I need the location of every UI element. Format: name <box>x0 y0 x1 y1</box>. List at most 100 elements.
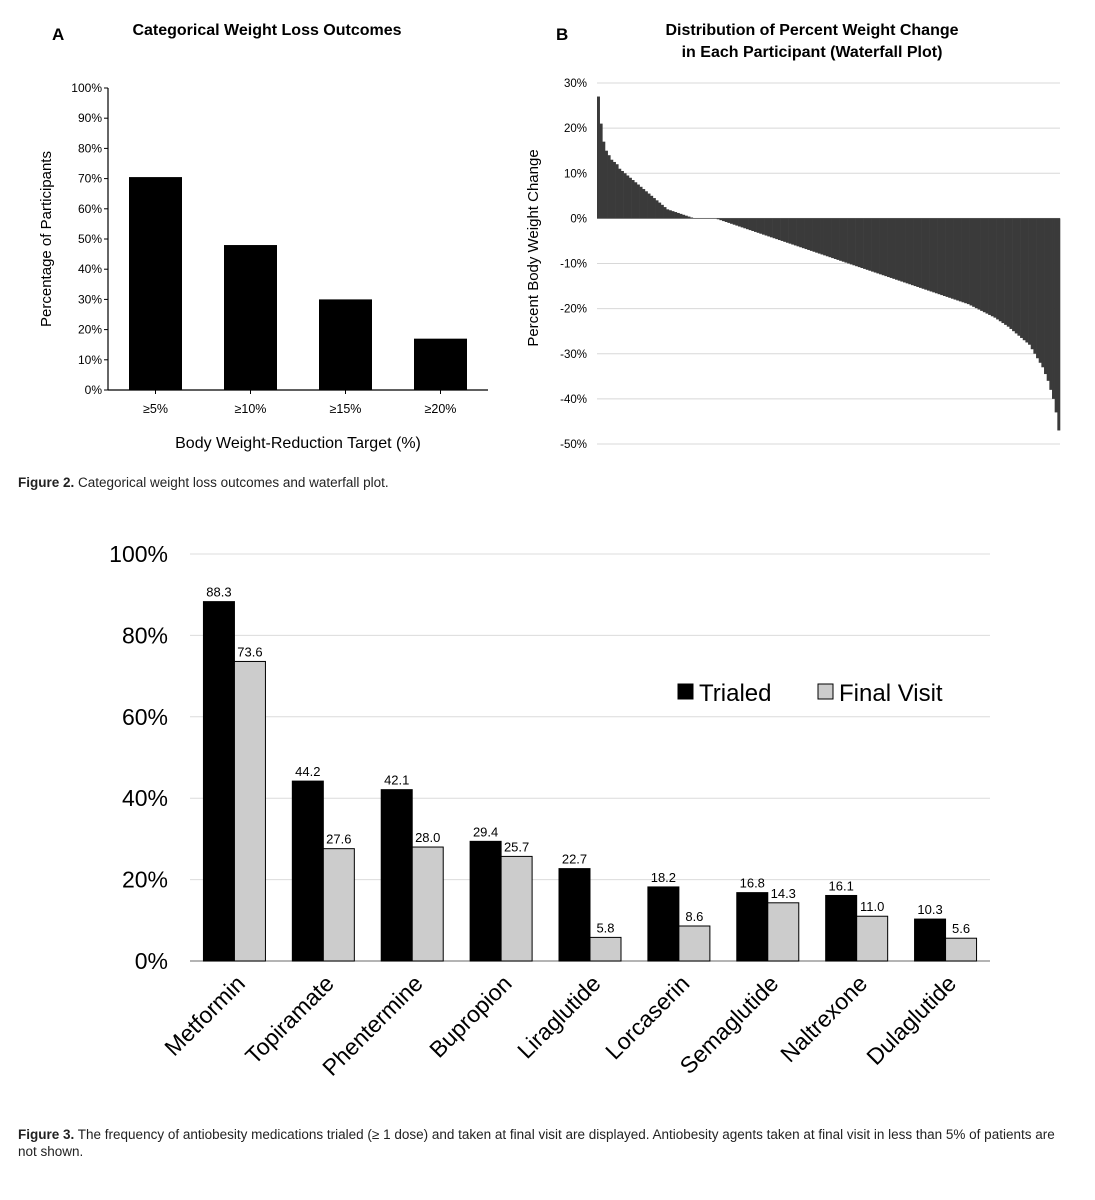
bar <box>833 218 837 259</box>
bar <box>753 218 757 232</box>
bar <box>620 170 624 219</box>
data-label: 8.6 <box>685 909 703 924</box>
bar <box>958 218 962 302</box>
bar <box>873 218 877 273</box>
bar <box>623 173 627 219</box>
data-label: 5.8 <box>596 920 614 935</box>
bar <box>966 218 970 305</box>
bar <box>599 123 603 219</box>
bar-final-visit <box>856 915 889 962</box>
bar <box>903 218 906 283</box>
data-label: 25.7 <box>504 839 529 854</box>
legend-swatch <box>677 683 694 700</box>
bar <box>735 218 739 226</box>
bar <box>791 218 795 245</box>
chart-title-line-2: in Each Participant (Waterfall Plot) <box>682 44 943 61</box>
bar <box>863 218 867 269</box>
bar <box>945 218 949 297</box>
data-label: 28.0 <box>415 830 440 845</box>
bar <box>820 218 824 255</box>
bar <box>658 202 662 219</box>
bar <box>972 218 976 307</box>
bar <box>852 218 856 266</box>
y-tick-label: 20% <box>564 123 587 135</box>
bar <box>1054 218 1058 413</box>
bar <box>1009 218 1013 329</box>
bar <box>942 218 946 296</box>
bar <box>823 218 827 256</box>
bar-final-visit <box>945 937 978 962</box>
bar <box>1033 218 1037 354</box>
bar <box>716 218 720 220</box>
bar <box>879 218 883 275</box>
bar-final-visit <box>678 925 711 962</box>
y-tick-label: -40% <box>560 394 587 406</box>
y-tick-label: 20% <box>122 867 168 893</box>
bar-trialed <box>291 780 324 962</box>
bar <box>636 184 640 219</box>
bar <box>639 186 643 219</box>
bar <box>982 218 986 313</box>
bar <box>977 218 981 310</box>
bar <box>1020 218 1024 338</box>
bar <box>319 299 372 390</box>
x-tick-label: Bupropion <box>424 970 517 1063</box>
bar <box>668 210 672 219</box>
bar <box>950 218 954 299</box>
bar-trialed <box>202 601 235 962</box>
bar <box>988 218 992 315</box>
bar <box>868 218 872 271</box>
bar <box>1001 218 1005 324</box>
x-tick-label: Lorcaserin <box>600 970 694 1064</box>
bar <box>1004 218 1008 325</box>
bar <box>815 218 819 253</box>
bar <box>626 175 630 219</box>
bar <box>767 218 771 237</box>
bar <box>980 218 984 311</box>
bar <box>841 218 845 262</box>
bar <box>825 218 829 257</box>
y-tick-label: -10% <box>560 259 587 271</box>
bar <box>929 218 933 292</box>
y-tick-label: 90% <box>78 111 102 125</box>
bar <box>953 218 957 300</box>
bar <box>650 195 654 219</box>
y-tick-label: 80% <box>78 141 102 155</box>
bar <box>974 218 978 309</box>
bar <box>679 213 683 219</box>
bar <box>985 218 989 314</box>
bar <box>844 218 848 263</box>
bar <box>924 218 928 290</box>
bar <box>839 218 843 261</box>
bar <box>1030 218 1034 350</box>
bar <box>857 218 861 268</box>
bar <box>918 218 922 288</box>
bar-trialed <box>469 840 502 962</box>
y-tick-label: -50% <box>560 439 587 451</box>
bar <box>913 218 917 287</box>
bar <box>615 164 619 219</box>
y-axis-label: Percent Body Weight Change <box>525 149 542 346</box>
bar <box>895 218 898 280</box>
bar <box>129 177 182 390</box>
bar <box>676 212 680 219</box>
legend-swatch <box>817 683 834 700</box>
bar <box>809 218 813 251</box>
bar <box>1041 218 1045 368</box>
bar <box>897 218 901 281</box>
bar <box>788 218 792 244</box>
bar <box>1012 218 1016 332</box>
y-tick-label: 80% <box>122 622 168 648</box>
data-label: 10.3 <box>917 902 942 917</box>
bar-trialed <box>825 894 858 962</box>
y-tick-label: 0% <box>85 383 103 397</box>
bar <box>414 338 467 390</box>
bar <box>777 218 781 241</box>
bar <box>993 218 997 318</box>
bar <box>687 216 691 219</box>
bar <box>1036 218 1040 359</box>
bar-trialed <box>647 886 680 962</box>
bar <box>990 218 994 317</box>
bar <box>727 218 731 223</box>
bar-final-visit <box>322 848 355 962</box>
